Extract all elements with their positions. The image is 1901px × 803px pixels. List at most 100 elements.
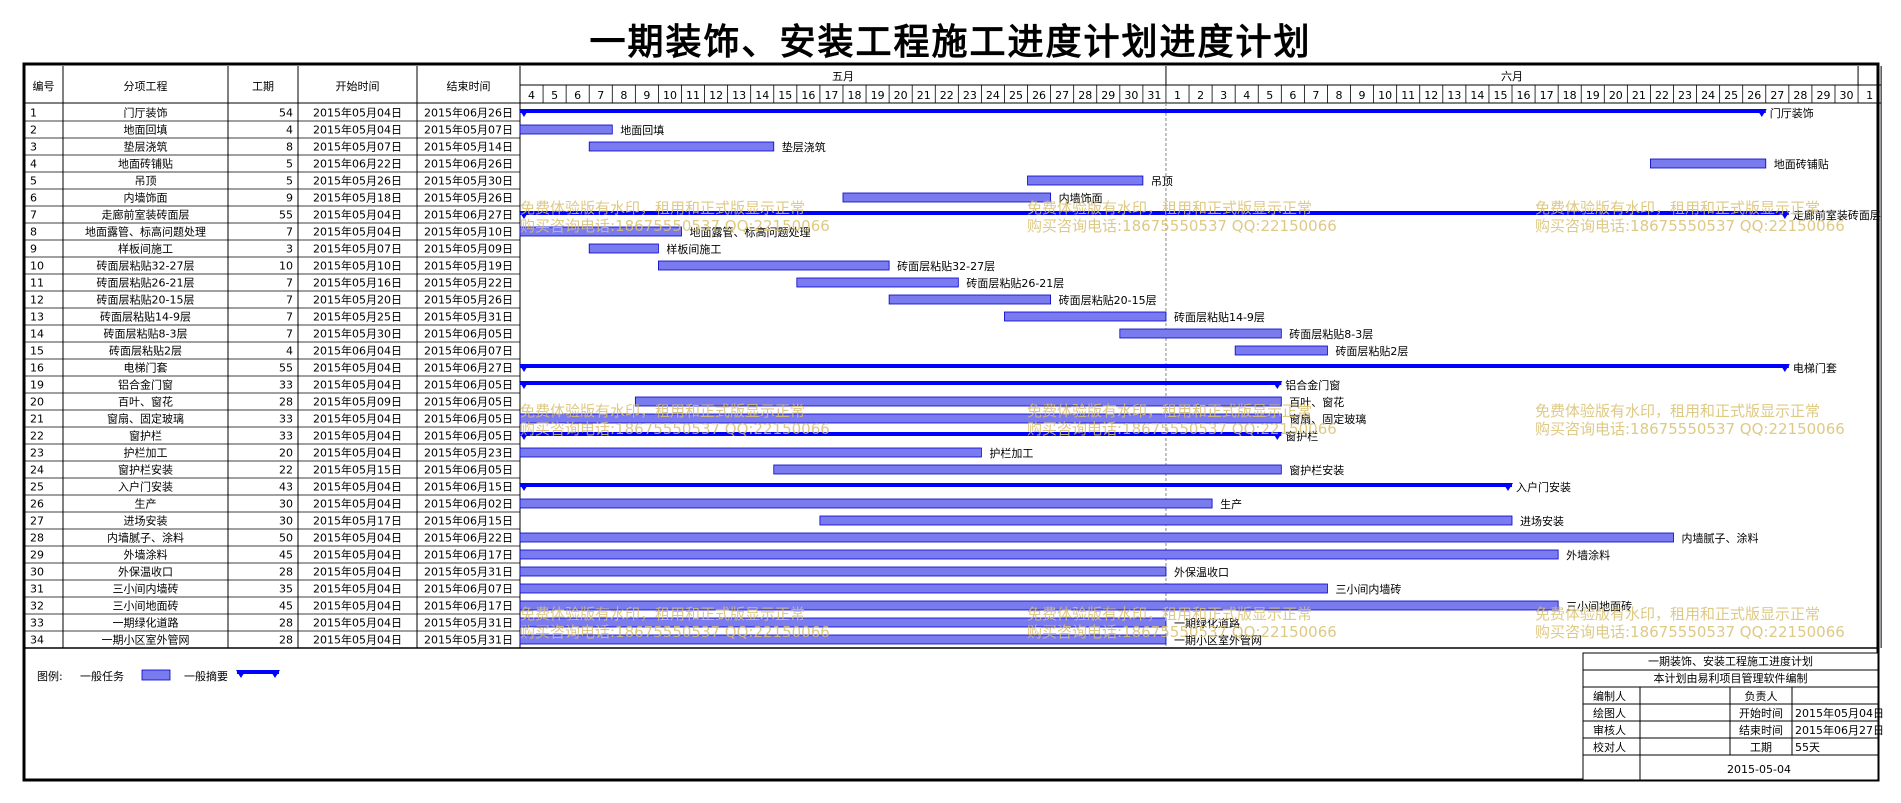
row-id: 6 — [30, 192, 37, 205]
row-name: 外保温收口 — [118, 565, 173, 579]
table-header-1: 分项工程 — [124, 80, 168, 93]
row-id: 8 — [30, 226, 37, 239]
day-label: 4 — [1243, 89, 1250, 102]
bar-label: 门厅装饰 — [1770, 106, 1814, 120]
row-id: 14 — [30, 328, 44, 341]
bar-label: 一期小区室外管网 — [1174, 633, 1262, 647]
row-end: 2015年06月05日 — [424, 429, 513, 443]
bar-label: 入户门安装 — [1516, 480, 1571, 494]
info-row-label: 结束时间 — [1739, 724, 1783, 737]
day-label: 19 — [871, 89, 885, 102]
row-id: 31 — [30, 583, 44, 596]
task-bar — [588, 243, 659, 254]
row-name: 窗护栏安装 — [118, 463, 173, 477]
row-id: 28 — [30, 532, 44, 545]
bar-label: 铝合金门窗 — [1285, 378, 1340, 392]
row-duration: 5 — [286, 175, 293, 188]
day-label: 21 — [1632, 89, 1646, 102]
day-label: 24 — [986, 89, 1000, 102]
row-id: 27 — [30, 515, 44, 528]
day-label: 4 — [528, 89, 535, 102]
task-bar — [658, 260, 890, 271]
bar-label: 样板间施工 — [666, 242, 721, 256]
day-label: 3 — [1220, 89, 1227, 102]
watermark-line1: 免费体验版有水印，租用和正式版显示正常 — [520, 605, 805, 623]
row-duration: 7 — [286, 311, 293, 324]
row-name: 地面回填 — [124, 123, 168, 137]
row-duration: 43 — [279, 481, 293, 494]
row-end: 2015年05月31日 — [424, 310, 513, 324]
task-bar — [888, 294, 1052, 305]
row-end: 2015年06月05日 — [424, 327, 513, 341]
row-name: 内墙腻子、涂料 — [107, 531, 184, 545]
day-label: 27 — [1770, 89, 1784, 102]
day-label: 15 — [778, 89, 792, 102]
task-bar — [796, 277, 959, 288]
bar-label: 电梯门套 — [1793, 361, 1837, 375]
row-id: 1 — [30, 107, 37, 120]
row-duration: 20 — [279, 447, 293, 460]
row-duration: 9 — [286, 192, 293, 205]
day-label: 1 — [1174, 89, 1181, 102]
day-label: 13 — [1447, 89, 1461, 102]
row-start: 2015年05月04日 — [313, 446, 402, 460]
day-label: 28 — [1793, 89, 1807, 102]
row-end: 2015年05月23日 — [424, 446, 513, 460]
task-bar — [1234, 345, 1328, 356]
day-label: 19 — [1586, 89, 1600, 102]
info-subtitle: 本计划由易利项目管理软件编制 — [1654, 671, 1808, 685]
summary-end-marker — [1779, 211, 1790, 219]
row-duration: 28 — [279, 566, 293, 579]
row-start: 2015年05月07日 — [313, 242, 402, 256]
row-id: 16 — [30, 362, 44, 375]
row-id: 26 — [30, 498, 44, 511]
task-bar — [519, 124, 613, 135]
row-name: 进场安装 — [124, 514, 168, 528]
task-bar — [1027, 175, 1144, 186]
watermark-line2: 购买咨询电话:18675550537 QQ:22150066 — [1535, 623, 1845, 641]
info-row-label: 审核人 — [1593, 723, 1626, 737]
row-duration: 4 — [286, 345, 293, 358]
task-bar — [519, 634, 1167, 645]
row-end: 2015年05月30日 — [424, 174, 513, 188]
row-start: 2015年05月18日 — [313, 191, 402, 205]
row-id: 9 — [30, 243, 37, 256]
bar-label: 进场安装 — [1520, 514, 1564, 528]
table-header-2: 工期 — [252, 80, 274, 93]
row-start: 2015年05月09日 — [313, 395, 402, 409]
row-start: 2015年05月04日 — [313, 633, 402, 647]
task-bar — [519, 413, 1282, 424]
row-duration: 7 — [286, 294, 293, 307]
row-start: 2015年05月04日 — [313, 497, 402, 511]
summary-start-marker — [519, 483, 529, 491]
row-end: 2015年05月22日 — [424, 276, 513, 290]
row-name: 样板间施工 — [118, 242, 173, 256]
legend-task-label: 一般任务 — [80, 670, 124, 683]
row-start: 2015年05月17日 — [313, 514, 402, 528]
day-label: 30 — [1840, 89, 1854, 102]
day-label: 26 — [1747, 89, 1761, 102]
day-label: 25 — [1009, 89, 1023, 102]
row-start: 2015年05月04日 — [313, 412, 402, 426]
day-label: 2 — [1197, 89, 1204, 102]
row-id: 4 — [30, 158, 37, 171]
info-row-label: 校对人 — [1593, 740, 1626, 754]
row-duration: 55 — [279, 209, 293, 222]
bar-label: 地面露管、标高问题处理 — [689, 225, 810, 239]
row-end: 2015年06月27日 — [424, 361, 513, 375]
row-end: 2015年06月15日 — [424, 514, 513, 528]
row-duration: 28 — [279, 617, 293, 630]
row-start: 2015年05月04日 — [313, 565, 402, 579]
row-name: 砖面层粘贴32-27层 — [97, 259, 195, 273]
row-duration: 7 — [286, 226, 293, 239]
row-end: 2015年05月10日 — [424, 225, 513, 239]
row-id: 11 — [30, 277, 44, 290]
row-end: 2015年05月19日 — [424, 259, 513, 273]
watermark-line2: 购买咨询电话:18675550537 QQ:22150066 — [520, 623, 830, 641]
day-label: 27 — [1055, 89, 1069, 102]
table-header-0: 编号 — [33, 79, 55, 93]
legend-summary-label: 一般摘要 — [184, 669, 228, 683]
row-duration: 54 — [279, 107, 293, 120]
